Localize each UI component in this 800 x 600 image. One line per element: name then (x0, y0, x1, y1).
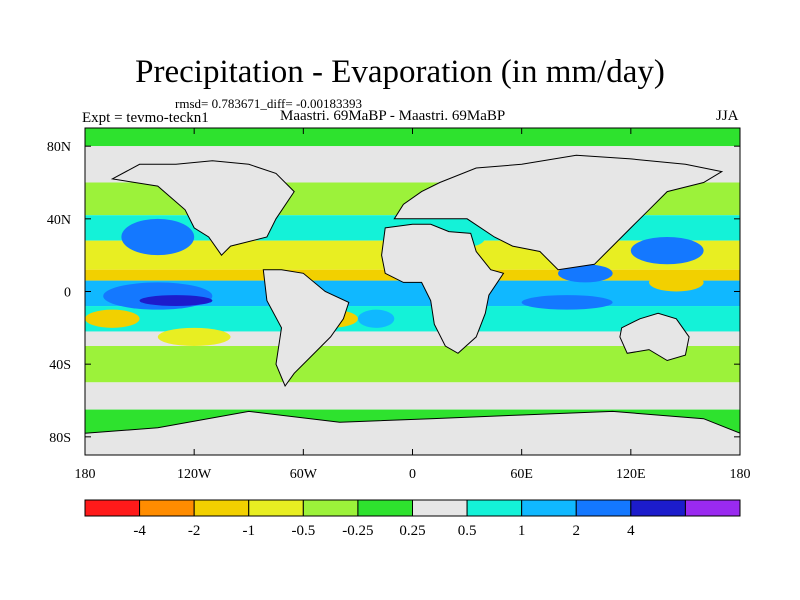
chart-title: Precipitation - Evaporation (in mm/day) (135, 54, 665, 90)
x-tick-label: 180 (75, 467, 96, 482)
colorbar-label: 2 (573, 523, 581, 539)
colorbar-swatch (466, 499, 523, 517)
colorbar-swatch (521, 499, 577, 517)
colorbar-swatch (412, 499, 468, 517)
colorbar-label: -4 (133, 523, 146, 539)
y-tick-label: 40N (47, 213, 71, 228)
colorbar-swatch (248, 499, 304, 517)
y-tick-label: 0 (64, 286, 71, 301)
field-band (85, 128, 740, 147)
field-patch (521, 295, 613, 310)
landmass (381, 223, 505, 354)
stats-label: rmsd= 0.783671_diff= -0.00183393 (175, 96, 363, 111)
field-patch (558, 264, 613, 283)
axis-layer: 180 120W 60W 0 60E 120E 180 80N 40N 0 40S 80S (47, 128, 751, 482)
colorbar-swatch (575, 499, 632, 517)
field-patch (121, 218, 195, 256)
colorbar: -4 -2 -1 -0.5 -0.25 0.25 0.5 1 2 4 (84, 499, 741, 539)
colorbar-swatch (357, 499, 413, 517)
y-tick-label: 80N (47, 140, 71, 155)
landmass (110, 160, 295, 256)
colorbar-label: -0.5 (291, 523, 315, 539)
field-patch (157, 327, 231, 346)
field-patch (139, 295, 213, 307)
x-tick-label: 120E (616, 467, 646, 482)
x-tick-label: 60W (290, 467, 318, 482)
landmass (85, 410, 740, 455)
field-patch (649, 273, 704, 292)
season-label: JJA (716, 108, 739, 124)
field-band (85, 331, 740, 346)
center-label: Maastri. 69MaBP - Maastri. 69MaBP (280, 108, 506, 124)
colorbar-label: 0.5 (458, 523, 477, 539)
field-band (85, 346, 740, 383)
colorbar-label: -2 (188, 523, 201, 539)
field-patch (630, 237, 704, 265)
colorbar-label: 0.25 (399, 523, 425, 539)
y-tick-label: 40S (49, 358, 71, 373)
landmass (393, 154, 724, 271)
colorbar-label: -1 (243, 523, 256, 539)
colorbar-swatch (193, 499, 250, 517)
experiment-label: Expt = tevmo-teckn1 (82, 110, 209, 126)
colorbar-label: 4 (627, 523, 635, 539)
x-tick-label: 0 (409, 467, 416, 482)
colorbar-label: 1 (518, 523, 526, 539)
colorbar-swatch (684, 499, 741, 517)
field-patch (357, 309, 395, 328)
field-group (85, 128, 740, 455)
y-tick-label: 80S (49, 431, 71, 446)
colorbar-swatch (302, 499, 359, 517)
field-band (85, 382, 740, 410)
colorbar-swatch (630, 499, 686, 517)
x-tick-label: 120W (177, 467, 212, 482)
landmass (619, 312, 690, 362)
x-tick-label: 60E (510, 467, 533, 482)
map-layer (84, 127, 741, 456)
x-tick-label: 180 (730, 467, 751, 482)
colorbar-swatch (139, 499, 195, 517)
colorbar-label: -0.25 (342, 523, 373, 539)
field-patch (85, 309, 140, 328)
colorbar-swatch (84, 499, 141, 517)
landmass (262, 269, 350, 388)
